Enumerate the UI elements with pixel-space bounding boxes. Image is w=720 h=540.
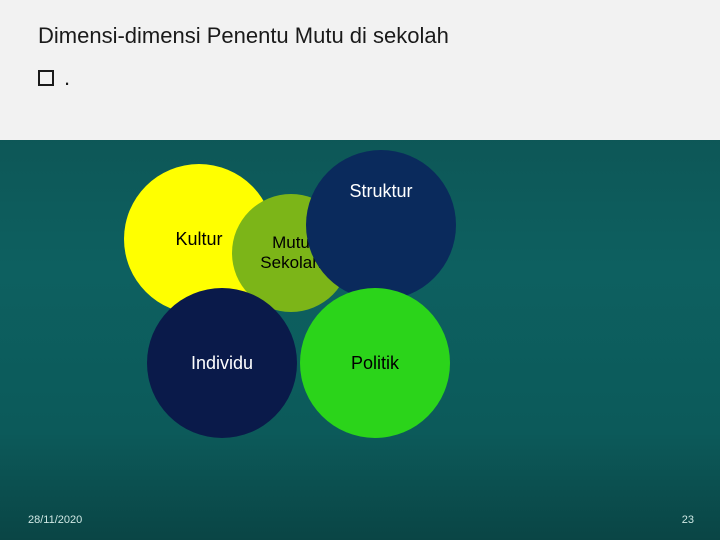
bullet-square-icon (38, 70, 54, 86)
slide-title: Dimensi-dimensi Penentu Mutu di sekolah (38, 22, 690, 51)
bullet-text: . (64, 65, 70, 91)
header-band: Dimensi-dimensi Penentu Mutu di sekolah … (0, 0, 720, 140)
footer-page-number: 23 (682, 514, 694, 526)
circle-label-kultur: Kultur (175, 229, 222, 250)
circle-label-politik: Politik (351, 353, 399, 374)
footer-date: 28/11/2020 (28, 514, 82, 526)
venn-diagram: KulturMutu SekolahStrukturIndividuPoliti… (0, 140, 720, 540)
circle-politik: Politik (300, 288, 450, 438)
circle-label-individu: Individu (191, 353, 253, 374)
circle-label-struktur: Struktur (349, 181, 412, 202)
circle-individu: Individu (147, 288, 297, 438)
bullet-row: . (38, 65, 690, 91)
circle-struktur: Struktur (306, 150, 456, 300)
